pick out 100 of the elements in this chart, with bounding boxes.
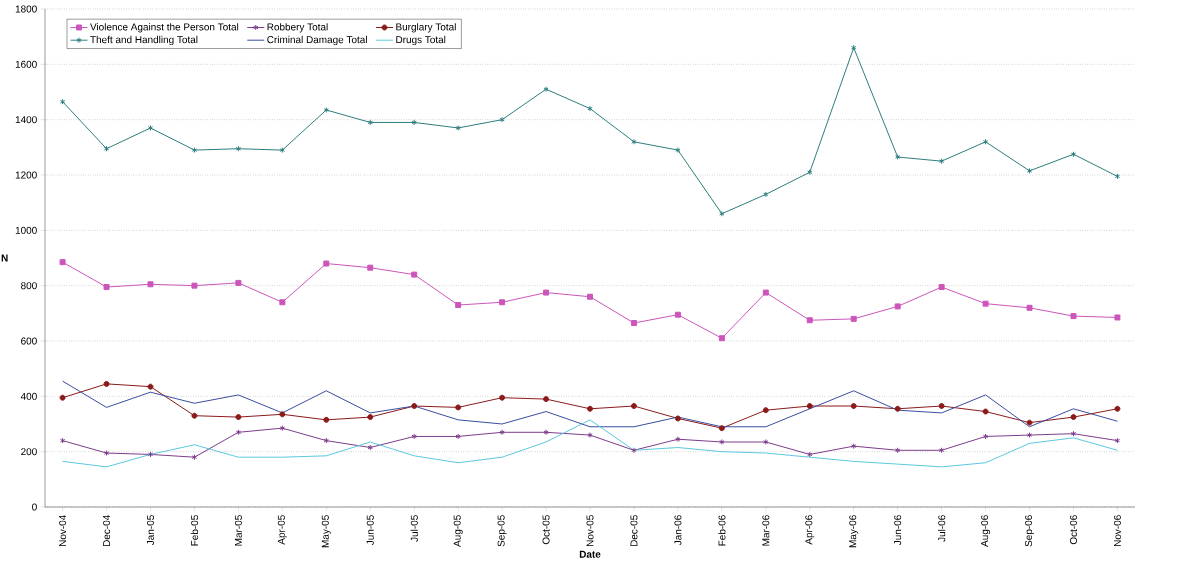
x-tick-label: Mar-05 (234, 515, 242, 546)
point (630, 403, 637, 410)
line-series (62, 419, 1118, 468)
y-tick-label: 600 (21, 337, 37, 345)
x-tick-label: Apr-05 (277, 515, 287, 545)
x-tick-label: Oct-06 (1069, 515, 1077, 545)
point (279, 411, 286, 418)
point (938, 284, 945, 291)
point (543, 396, 550, 403)
point (1114, 314, 1121, 321)
y-tick-label: 1800 (15, 5, 37, 13)
point (147, 451, 154, 458)
y-tick-label: 1600 (15, 60, 37, 68)
point (850, 315, 857, 322)
point (499, 299, 506, 306)
point (762, 407, 769, 414)
x-tick-label: Apr-06 (805, 515, 815, 545)
x-tick-label: Feb-06 (718, 515, 726, 546)
legend-label: Violence Against the Person Total (90, 23, 239, 33)
point (455, 433, 461, 440)
point (543, 86, 549, 93)
x-tick-label: Dec-04 (103, 515, 111, 547)
point (675, 436, 681, 443)
point (411, 119, 417, 126)
point (235, 279, 242, 286)
x-tick-label: Jan-05 (146, 515, 155, 546)
y-tick-label: 1200 (15, 171, 37, 179)
point (982, 138, 989, 145)
y-tick-label: 200 (21, 448, 37, 456)
point (982, 433, 989, 440)
point (587, 105, 593, 112)
point (631, 447, 637, 454)
point (1070, 313, 1077, 320)
point (1114, 405, 1121, 412)
x-tick-label: May-05 (321, 515, 331, 548)
point (982, 408, 989, 415)
legend-label: Burglary Total (396, 23, 456, 33)
point (763, 191, 769, 198)
point (59, 394, 66, 401)
point (191, 412, 198, 419)
y-tick-label: 1000 (15, 226, 37, 234)
point (587, 405, 593, 412)
point (147, 281, 154, 288)
point (674, 415, 681, 422)
point (1026, 304, 1033, 311)
y-tick-label: 1400 (15, 116, 37, 124)
point (235, 429, 242, 436)
x-tick-label: Jul-05 (410, 515, 418, 542)
point (982, 300, 989, 307)
point (807, 169, 813, 176)
point (587, 432, 593, 439)
point (103, 284, 110, 291)
point (103, 380, 110, 387)
point (279, 425, 285, 432)
x-axis-title: Date (579, 550, 601, 558)
point (851, 44, 857, 51)
x-tick-label: Feb-05 (190, 515, 199, 546)
y-tick-label: 400 (20, 392, 37, 400)
x-tick-label: Nov-04 (59, 515, 67, 547)
point (895, 447, 901, 454)
point (499, 116, 505, 123)
point (411, 403, 418, 410)
point (367, 444, 373, 451)
point (938, 158, 945, 165)
point (1070, 414, 1077, 421)
point (719, 438, 725, 445)
x-tick-label: May-06 (849, 515, 859, 548)
point (455, 124, 461, 131)
point (894, 303, 901, 310)
point (806, 403, 813, 410)
point (543, 429, 549, 436)
point (1026, 167, 1033, 174)
point (323, 437, 329, 444)
point (718, 335, 725, 342)
point (411, 433, 417, 440)
point (499, 429, 505, 436)
point (851, 443, 857, 450)
x-tick-label: Dec-05 (630, 515, 638, 547)
point (1026, 432, 1033, 439)
legend-label: Robbery Total (267, 23, 328, 33)
point (718, 425, 725, 432)
point (894, 405, 901, 412)
point (938, 403, 945, 410)
point (455, 404, 462, 411)
point (323, 416, 330, 423)
point (806, 317, 813, 324)
point (1026, 419, 1033, 426)
x-tick-label: Sep-06 (1025, 515, 1035, 547)
x-tick-label: Mar-06 (762, 515, 770, 546)
point (191, 454, 198, 461)
point (499, 394, 506, 401)
y-axis-title: N (1, 254, 8, 262)
point (631, 138, 637, 145)
x-tick-label: Oct-05 (542, 515, 550, 545)
point (674, 311, 681, 318)
point (279, 299, 286, 306)
x-tick-label: Jun-06 (894, 515, 902, 546)
y-tick-label: 0 (32, 503, 37, 511)
point (279, 147, 285, 154)
x-tick-label: Aug-05 (453, 515, 463, 547)
